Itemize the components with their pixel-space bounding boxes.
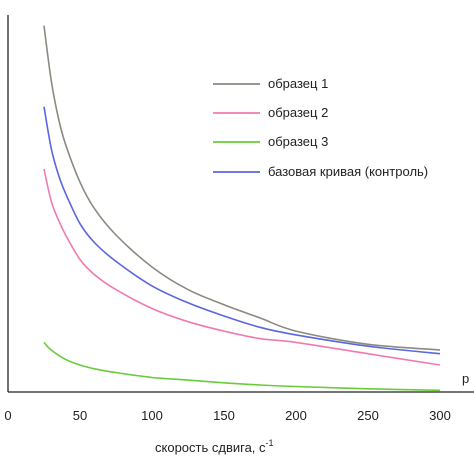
legend-label-4: базовая кривая (контроль) — [268, 164, 428, 179]
legend-label-1: образец 1 — [268, 76, 328, 91]
series-line-1 — [43, 25, 441, 351]
legend-label-3: образец 3 — [268, 134, 328, 149]
x-tick-label-100: 100 — [141, 408, 163, 423]
x-tick-label-150: 150 — [213, 408, 235, 423]
axes — [7, 15, 474, 393]
x-axis-title: скорость сдвига, с-1 — [155, 438, 274, 455]
series-line-3 — [43, 341, 441, 392]
series-line-2 — [43, 168, 441, 366]
x-ticks: 0 50 100 150 200 250 300 — [4, 408, 450, 423]
series-lines — [43, 25, 441, 392]
annotation-label: р — [462, 371, 469, 386]
x-tick-label-300: 300 — [429, 408, 451, 423]
legend: образец 1 образец 2 образец 3 базовая крива… — [213, 76, 428, 179]
x-tick-label-0: 0 — [4, 408, 11, 423]
x-tick-label-250: 250 — [357, 408, 379, 423]
x-tick-label-50: 50 — [73, 408, 87, 423]
legend-label-2: образец 2 — [268, 105, 328, 120]
series-line-4 — [43, 106, 441, 355]
x-tick-label-200: 200 — [285, 408, 307, 423]
